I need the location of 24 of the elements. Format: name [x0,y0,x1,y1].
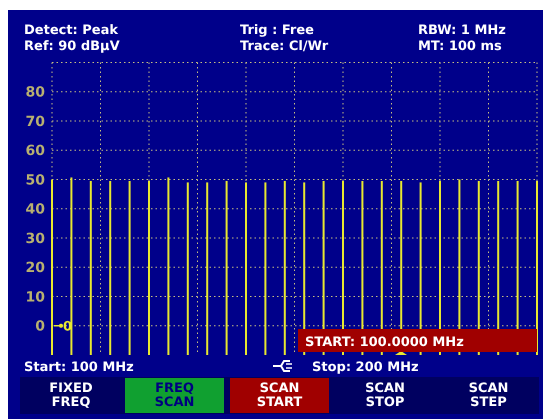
y-tick-label: 80 [26,84,46,101]
text: FREQ SCAN [154,381,194,410]
text: Start: 100 MHz [24,360,134,375]
text: SCAN STOP [365,381,405,410]
text: SCAN STEP [468,381,508,410]
text: MT: 100 ms [418,39,502,54]
text: Ref: 90 dBµV [24,39,120,54]
message-box: START: 100.0000 MHz [298,329,537,352]
y-tick-label: 40 [26,202,46,218]
y-tick-label: 60 [26,143,46,160]
y-tick-label: 50 [26,172,46,188]
text: SCAN START [256,381,302,410]
y-tick-label: 10 [26,289,46,306]
text: Stop: 200 MHz [312,360,419,375]
annotation: START: 100.0000 MHz [305,335,464,350]
y-tick-label: 30 [26,230,46,247]
text: Detect: Peak [24,23,118,38]
y-tick-label: 20 [26,260,46,276]
y-tick-label: 70 [26,114,46,130]
text: FIXED FREQ [49,381,93,410]
text: Trace: Cl/Wr [240,39,329,54]
text: Trig : Free [240,23,314,38]
y-tick-label: 0 [35,318,46,335]
text: RBW: 1 MHz [418,23,506,38]
